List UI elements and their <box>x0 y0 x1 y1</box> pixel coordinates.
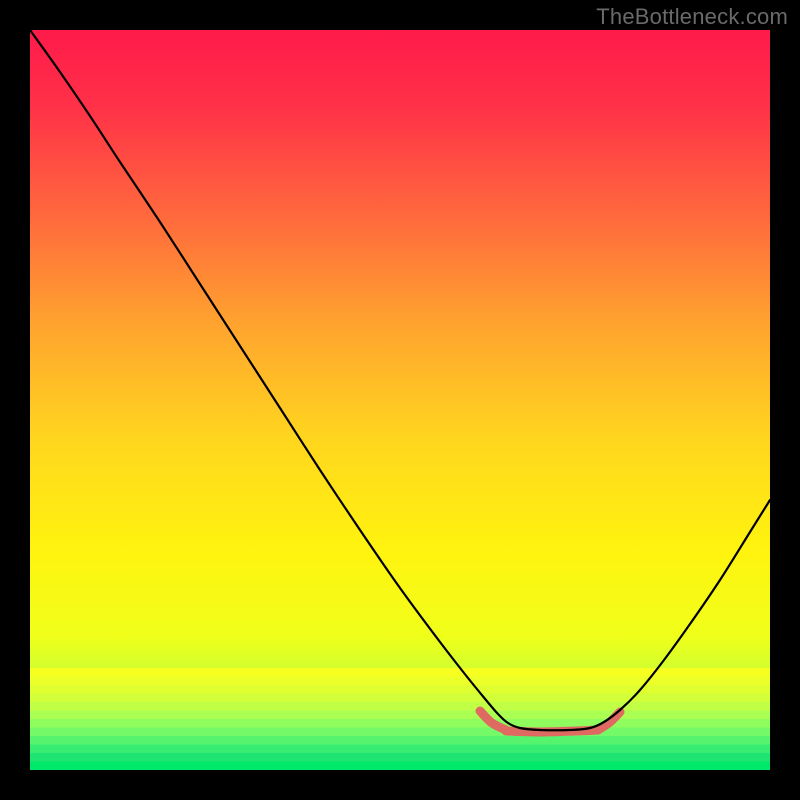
highlight-segment <box>480 711 506 730</box>
watermark-text: TheBottleneck.com <box>596 4 788 30</box>
highlight-segment <box>598 712 620 730</box>
bottleneck-curve <box>30 30 770 730</box>
curve-overlay <box>0 0 800 800</box>
